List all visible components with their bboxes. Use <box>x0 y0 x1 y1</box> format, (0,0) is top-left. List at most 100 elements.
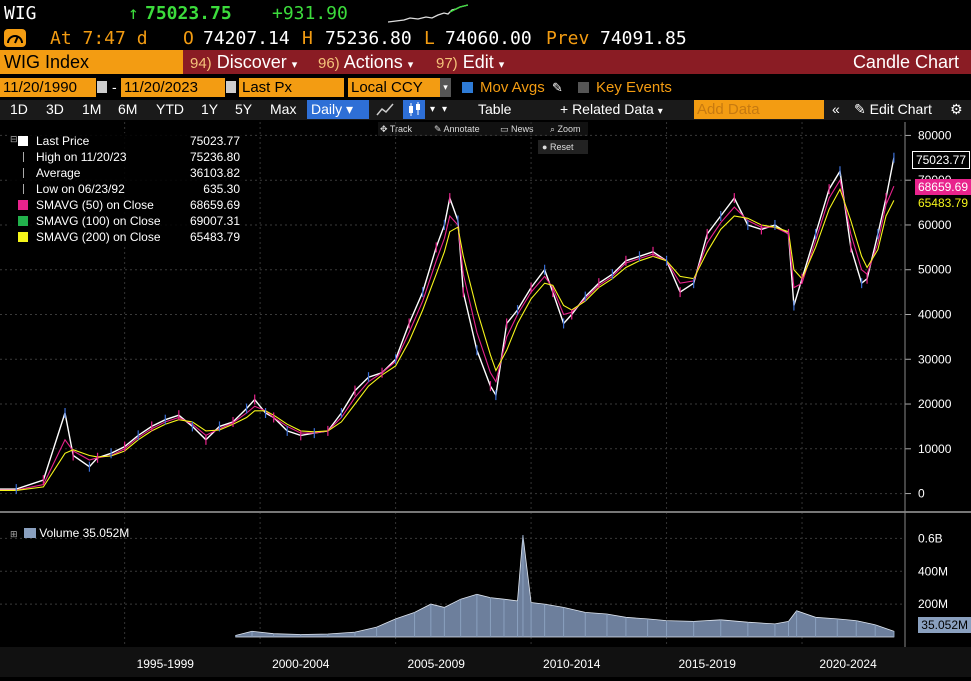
ohlc-line: At 7:47 d O 74207.14 H 75236.80 L 74060.… <box>0 26 971 50</box>
last-price-series <box>0 157 895 490</box>
actions-menu[interactable]: 96) Actions ▾ <box>318 52 414 72</box>
legend-label: SMAVG (50) on Close <box>36 198 154 212</box>
zoom-tool[interactable]: ⌕ Zoom <box>550 124 581 134</box>
last-price-tag: 75023.77 <box>911 151 970 169</box>
security-field[interactable]: WIG Index <box>0 50 183 74</box>
edit-chart-button[interactable]: ✎ Edit Chart <box>854 101 932 117</box>
legend-row: SMAVG (200) on Close 65483.79 <box>10 229 244 245</box>
legend-value: 75236.80 <box>189 150 240 164</box>
end-date-input[interactable]: 11/20/2023 <box>121 78 225 97</box>
prev-value: 74091.85 <box>600 28 687 49</box>
pencil-icon[interactable]: ✎ <box>552 80 563 95</box>
calendar-icon[interactable] <box>226 81 236 93</box>
y-tick-label: 0 <box>918 487 925 501</box>
period-5y[interactable]: 5Y <box>235 101 253 117</box>
period-max[interactable]: Max <box>270 101 297 117</box>
field-select[interactable]: Last Px <box>239 78 344 97</box>
volume-legend: ⊞ Volume 35.052M <box>10 526 130 540</box>
prev-label: Prev <box>546 28 590 49</box>
legend-row: SMAVG (50) on Close 68659.69 <box>10 197 244 213</box>
legend-row: Last Price 75023.77 <box>10 133 244 149</box>
gear-icon[interactable]: ⚙ <box>950 101 963 117</box>
period-1y[interactable]: 1Y <box>201 101 219 117</box>
currency-select[interactable]: Local CCY <box>348 78 440 97</box>
legend-swatch <box>23 184 24 194</box>
legend-swatch <box>18 216 28 226</box>
chart-type-label: Candle Chart <box>852 52 959 72</box>
legend-row: Low on 06/23/92 635.30 <box>10 181 244 197</box>
news-tool[interactable]: ▭ News <box>500 124 534 134</box>
period-1m[interactable]: 1M <box>82 101 102 117</box>
y-tick-label: 60000 <box>918 218 952 232</box>
net-change: +931.90 <box>272 3 348 24</box>
edit-menu[interactable]: 97) Edit ▾ <box>436 52 505 72</box>
legend-value: 65483.79 <box>189 230 240 244</box>
annotate-tool[interactable]: ✎ Annotate <box>434 124 480 134</box>
legend-label: SMAVG (200) on Close <box>36 230 161 244</box>
chevron-down-icon[interactable]: ▾ <box>442 104 448 115</box>
track-tool[interactable]: ✥ Track <box>380 124 413 134</box>
table-button[interactable]: Table <box>478 101 512 117</box>
period-toolbar: 1D 3D 1M 6M YTD 1Y 5Y Max Daily ▾ ▾ ▾ Ta… <box>0 100 971 120</box>
low-value: 74060.00 <box>445 28 532 49</box>
period-3d[interactable]: 3D <box>46 101 64 117</box>
legend-swatch <box>18 200 28 210</box>
frequency-select[interactable]: Daily ▾ <box>307 100 369 119</box>
period-6m[interactable]: 6M <box>118 101 138 117</box>
legend-label: SMAVG (100) on Close <box>36 214 161 228</box>
key-events-label[interactable]: Key Events <box>596 79 672 96</box>
open-label: O <box>183 28 194 49</box>
time-label: At 7:47 d <box>50 28 148 49</box>
date-separator: - <box>112 79 117 95</box>
sparkline-icon <box>388 4 468 23</box>
y-tick-label: 10000 <box>918 442 952 456</box>
function-bar: WIG Index 94) Discover ▾ 96) Actions ▾ 9… <box>0 50 971 74</box>
quote-line: WIG ↑ 75023.75 +931.90 <box>0 0 971 26</box>
legend-swatch <box>18 136 28 146</box>
legend-value: 75023.77 <box>189 134 240 148</box>
legend-label: Low on 06/23/92 <box>36 182 125 196</box>
legend-value: 69007.31 <box>189 214 240 228</box>
date-toolbar: 11/20/1990 - 11/20/2023 Last Px Local CC… <box>0 78 971 100</box>
sma200-tag: 65483.79 <box>914 195 971 211</box>
y-tick-label: 40000 <box>918 308 952 322</box>
x-tick-label: 2015-2019 <box>679 657 737 671</box>
sma50-tag: 68659.69 <box>914 179 971 195</box>
start-date-input[interactable]: 11/20/1990 <box>0 78 96 97</box>
x-tick-label: 2010-2014 <box>543 657 601 671</box>
legend-row: SMAVG (100) on Close 69007.31 <box>10 213 244 229</box>
x-tick-label: 2005-2009 <box>408 657 466 671</box>
chevron-down-icon[interactable]: ▾ <box>430 104 436 115</box>
add-data-input[interactable]: Add Data <box>694 100 824 119</box>
discover-menu[interactable]: 94) Discover ▾ <box>190 52 298 72</box>
x-tick-label: 1995-1999 <box>137 657 195 671</box>
volume-tick-label: 400M <box>918 564 948 578</box>
collapse-icon[interactable]: « <box>832 101 840 117</box>
legend-value: 36103.82 <box>189 166 240 180</box>
collapse-legend-icon[interactable]: ⊟ <box>10 134 18 144</box>
chart-tools: ✥ Track ✎ Annotate ▭ News ⌕ Zoom <box>378 122 588 136</box>
line-chart-icon[interactable] <box>376 102 394 117</box>
candle-chart-icon[interactable] <box>403 100 425 119</box>
x-axis-band <box>0 647 971 677</box>
period-1d[interactable]: 1D <box>10 101 28 117</box>
legend-label: High on 11/20/23 <box>36 150 127 164</box>
chevron-down-icon[interactable]: ▾ <box>440 78 451 97</box>
low-label: L <box>424 28 435 49</box>
period-ytd[interactable]: YTD <box>156 101 184 117</box>
y-tick-label: 30000 <box>918 352 952 366</box>
key-events-checkbox[interactable] <box>578 82 589 93</box>
ticker[interactable]: WIG <box>4 3 37 24</box>
high-label: H <box>302 28 313 49</box>
calendar-icon[interactable] <box>97 81 107 93</box>
sma200-series <box>0 187 895 491</box>
mov-avgs-label[interactable]: Mov Avgs <box>480 79 545 96</box>
legend-label: Last Price <box>36 134 90 148</box>
high-value: 75236.80 <box>325 28 412 49</box>
related-data-button[interactable]: + Related Data ▾ <box>560 101 663 117</box>
reset-button[interactable]: ● Reset <box>538 140 588 154</box>
up-arrow-icon: ↑ <box>128 3 139 24</box>
legend-swatch <box>18 232 28 242</box>
legend-swatch <box>23 152 24 162</box>
mov-avgs-checkbox[interactable] <box>462 82 473 93</box>
